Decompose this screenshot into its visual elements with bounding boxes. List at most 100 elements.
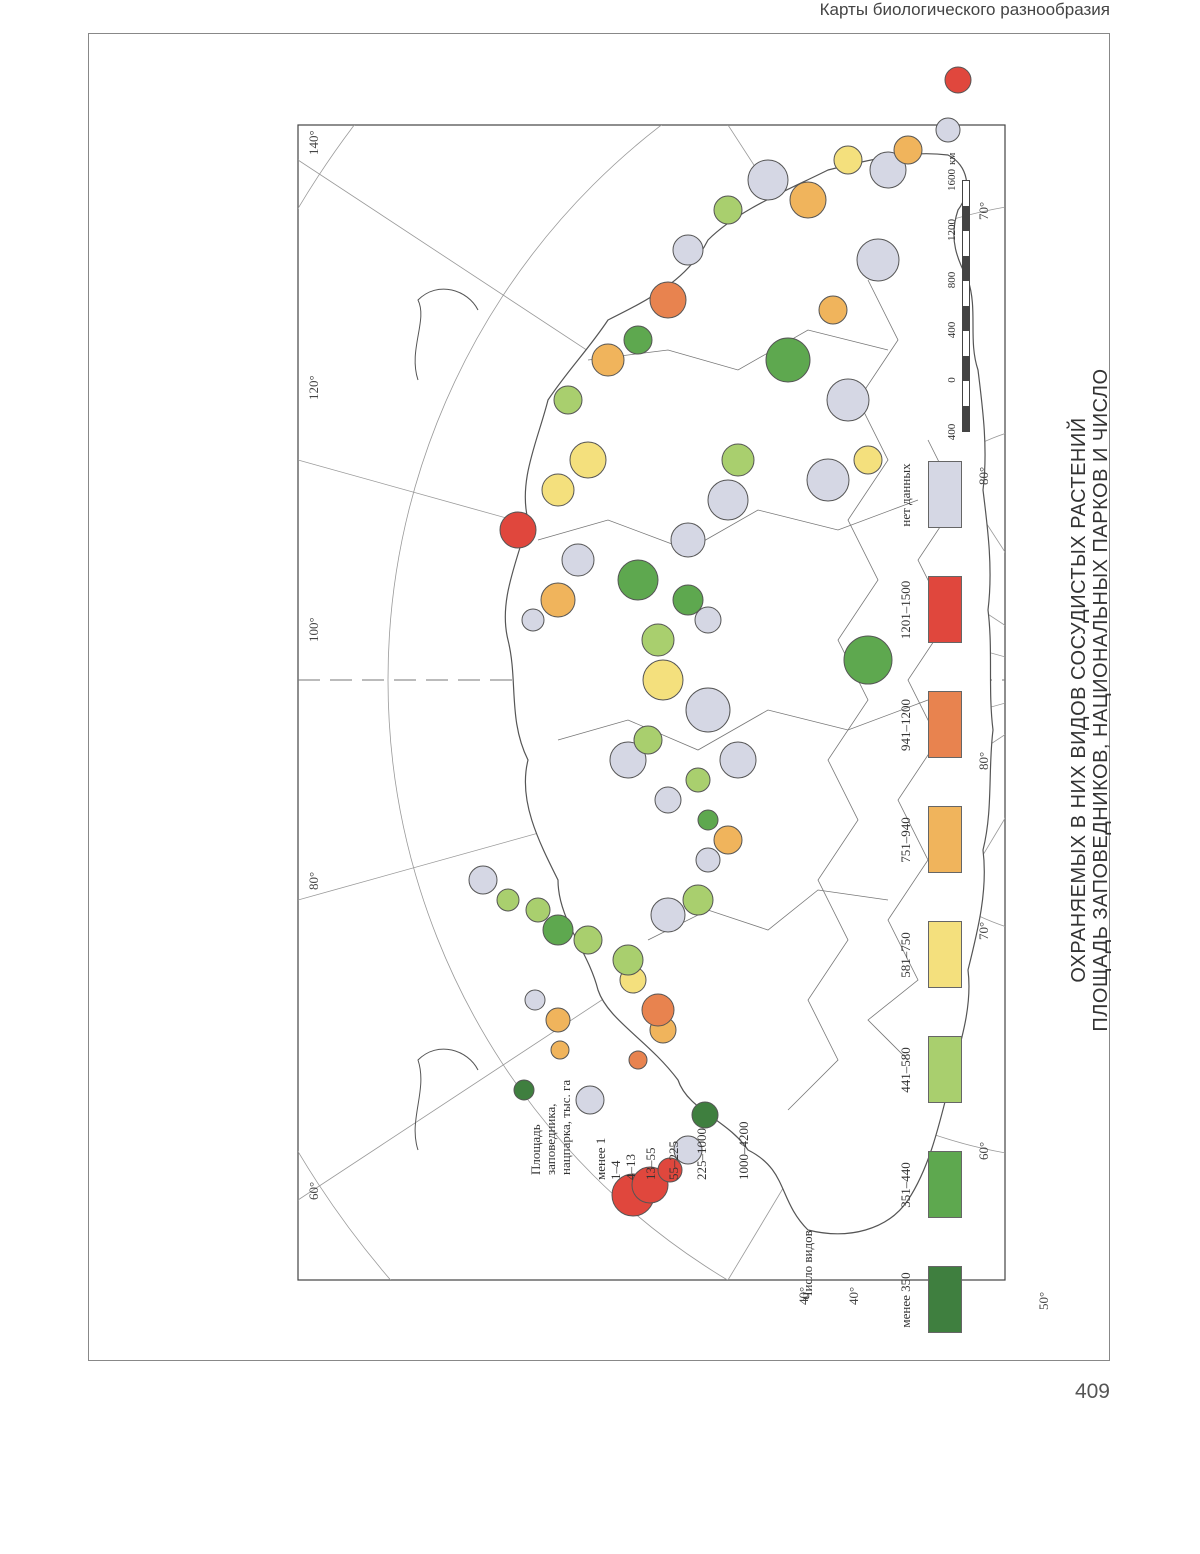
reserve-marker xyxy=(526,898,550,922)
reserve-marker xyxy=(650,282,686,318)
reserve-marker xyxy=(469,866,497,894)
graticule-label: 60° xyxy=(976,1142,991,1160)
reserve-marker xyxy=(642,624,674,656)
reserve-marker xyxy=(546,1008,570,1032)
size-legend-title: Площадь заповедника, нацпарка, тыс. га xyxy=(528,1055,573,1175)
reserve-marker xyxy=(686,688,730,732)
graticule-label: 70° xyxy=(976,922,991,940)
reserve-marker xyxy=(698,810,718,830)
reserve-marker xyxy=(655,787,681,813)
size-class-0: менее 1 xyxy=(593,1138,609,1180)
color-class-label: 441–580 xyxy=(898,1030,914,1110)
reserve-marker xyxy=(574,926,602,954)
color-swatch xyxy=(928,1151,962,1218)
reserve-marker xyxy=(683,885,713,915)
reserve-marker xyxy=(854,446,882,474)
scale-tick: 0 xyxy=(946,360,958,400)
scale-unit: км xyxy=(946,153,958,165)
reserve-marker xyxy=(624,326,652,354)
reserve-marker xyxy=(714,196,742,224)
graticule-label: 120° xyxy=(306,375,321,400)
reserve-marker xyxy=(576,1086,604,1114)
size-class-3: 13–55 xyxy=(643,1148,659,1181)
rotated-map-page: ПЛОЩАДЬ ЗАПОВЕДНИКОВ, НАЦИОНАЛЬНЫХ ПАРКО… xyxy=(88,40,1110,1360)
graticule-label: 70° xyxy=(976,202,991,220)
scale-bar-graphic xyxy=(962,180,970,432)
scale-tick: 400 xyxy=(946,412,958,452)
color-class-label: 1201–1500 xyxy=(898,570,914,650)
graticule-label: 80° xyxy=(976,467,991,485)
color-class-label: менее 350 xyxy=(898,1260,914,1340)
reserve-marker xyxy=(790,182,826,218)
reserve-marker xyxy=(562,544,594,576)
size-class-5: 225–1000 xyxy=(694,1128,710,1180)
size-class-1: 1–4 xyxy=(608,1161,624,1181)
reserve-marker xyxy=(554,386,582,414)
reserve-marker xyxy=(570,442,606,478)
graticule-label: 40° xyxy=(846,1287,861,1305)
color-swatch xyxy=(928,576,962,643)
color-swatch xyxy=(928,691,962,758)
reserve-marker xyxy=(542,474,574,506)
graticule-label: 80° xyxy=(306,872,321,890)
graticule-label: 140° xyxy=(306,130,321,155)
size-class-6: 1000–4200 xyxy=(736,1122,752,1181)
reserve-marker xyxy=(497,889,519,911)
color-class-label: 941–1200 xyxy=(898,685,914,765)
reserve-marker xyxy=(696,848,720,872)
graticule-label: 80° xyxy=(976,752,991,770)
reserve-marker xyxy=(671,523,705,557)
reserve-marker xyxy=(618,560,658,600)
reserve-marker xyxy=(692,1102,718,1128)
reserve-marker xyxy=(807,459,849,501)
reserve-marker xyxy=(543,915,573,945)
reserve-marker xyxy=(722,444,754,476)
reserve-marker xyxy=(834,146,862,174)
page-number: 409 xyxy=(1075,1380,1110,1404)
color-legend-title: Число видов xyxy=(800,1230,816,1300)
scale-tick: 1200 xyxy=(946,210,958,250)
reserve-marker xyxy=(592,344,624,376)
color-swatch xyxy=(928,461,962,528)
size-class-4: 55–225 xyxy=(666,1141,682,1180)
reserve-marker xyxy=(819,296,847,324)
reserve-marker xyxy=(522,609,544,631)
reserve-marker xyxy=(936,118,960,142)
reserve-marker xyxy=(673,235,703,265)
color-swatch xyxy=(928,921,962,988)
color-class-label: нет данных xyxy=(898,455,914,535)
reserve-marker xyxy=(766,338,810,382)
reserve-marker xyxy=(643,660,683,700)
scale-tick: 800 xyxy=(946,260,958,300)
reserve-marker xyxy=(541,583,575,617)
reserve-marker xyxy=(686,768,710,792)
reserve-marker xyxy=(827,379,869,421)
reserve-marker xyxy=(629,1051,647,1069)
reserve-marker xyxy=(613,945,643,975)
reserve-marker xyxy=(945,67,971,93)
reserve-marker xyxy=(708,480,748,520)
color-swatch xyxy=(928,1036,962,1103)
graticule-label: 60° xyxy=(306,1182,321,1200)
graticule-label: 50° xyxy=(1036,1292,1051,1310)
reserve-marker xyxy=(894,136,922,164)
reserve-marker xyxy=(748,160,788,200)
scale-tick: 400 xyxy=(946,310,958,350)
color-swatch xyxy=(928,1266,962,1333)
reserve-marker xyxy=(651,898,685,932)
reserve-marker xyxy=(525,990,545,1010)
running-head: Карты биологического разнообразия xyxy=(820,0,1110,20)
reserve-marker xyxy=(720,742,756,778)
reserve-marker xyxy=(673,585,703,615)
color-class-label: 581–750 xyxy=(898,915,914,995)
graticule-label: 100° xyxy=(306,617,321,642)
color-class-label: 351–440 xyxy=(898,1145,914,1225)
size-class-2: 4–13 xyxy=(623,1154,639,1180)
color-swatch xyxy=(928,806,962,873)
reserve-marker xyxy=(642,994,674,1026)
reserve-marker xyxy=(634,726,662,754)
color-class-label: 751–940 xyxy=(898,800,914,880)
reserve-marker xyxy=(714,826,742,854)
reserve-marker xyxy=(844,636,892,684)
reserve-marker xyxy=(500,512,536,548)
